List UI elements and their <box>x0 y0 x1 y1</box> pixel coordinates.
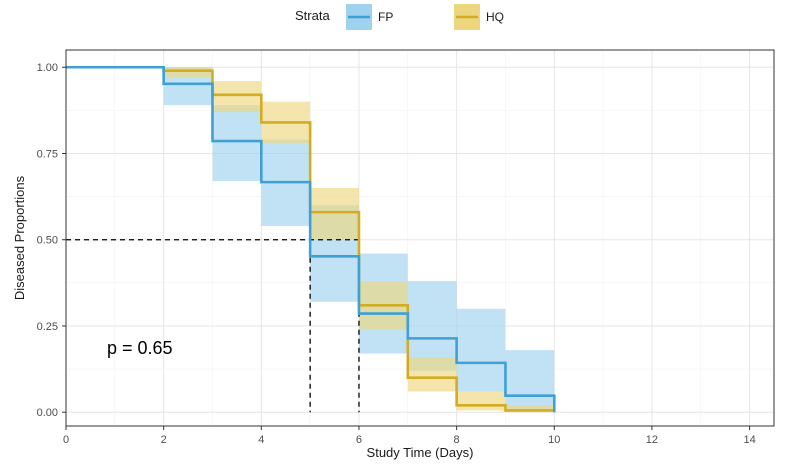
axis-ticks: 0 2 4 6 8 10 12 14 0.00 0.25 0.50 0.75 1.00 <box>37 62 756 446</box>
band-segment-hq <box>212 81 262 113</box>
legend: Strata FP HQ <box>295 4 504 30</box>
y-tick-label: 0.25 <box>37 321 58 333</box>
p-value-annotation: p = 0.65 <box>107 338 173 358</box>
x-tick-label: 14 <box>743 434 755 446</box>
curve-hq <box>66 65 555 412</box>
y-axis-title: Diseased Proportions <box>12 175 27 300</box>
legend-fp-label: FP <box>378 10 393 24</box>
x-tick-label: 0 <box>63 434 69 446</box>
panel-border <box>65 49 775 427</box>
y-tick-label: 0.00 <box>37 407 58 419</box>
legend-title: Strata <box>295 8 330 23</box>
band-segment-hq <box>456 391 506 411</box>
band-segment-fp <box>212 105 262 182</box>
legend-item-hq: HQ <box>454 4 504 30</box>
x-tick-label: 8 <box>454 434 460 446</box>
x-tick-label: 10 <box>548 434 560 446</box>
y-tick-label: 1.00 <box>37 62 58 74</box>
y-tick-label: 0.50 <box>37 235 58 247</box>
band-segment-hq <box>407 357 457 392</box>
band-segment-hq <box>310 187 359 240</box>
x-tick-label: 4 <box>258 434 264 446</box>
band-segment-fp <box>505 350 555 411</box>
x-tick-label: 2 <box>161 434 167 446</box>
legend-item-fp: FP <box>346 4 393 30</box>
x-tick-label: 12 <box>646 434 658 446</box>
band-segment-hq <box>163 67 213 78</box>
band-segment-fp <box>407 281 457 371</box>
legend-hq-label: HQ <box>486 10 504 24</box>
survival-curves <box>66 65 556 413</box>
band-segment-hq <box>505 405 555 413</box>
x-axis-title: Study Time (Days) <box>367 445 474 460</box>
band-segment-fp <box>456 308 506 392</box>
y-tick-label: 0.75 <box>37 148 58 160</box>
curve-fp <box>66 65 556 413</box>
x-tick-label: 6 <box>356 434 362 446</box>
